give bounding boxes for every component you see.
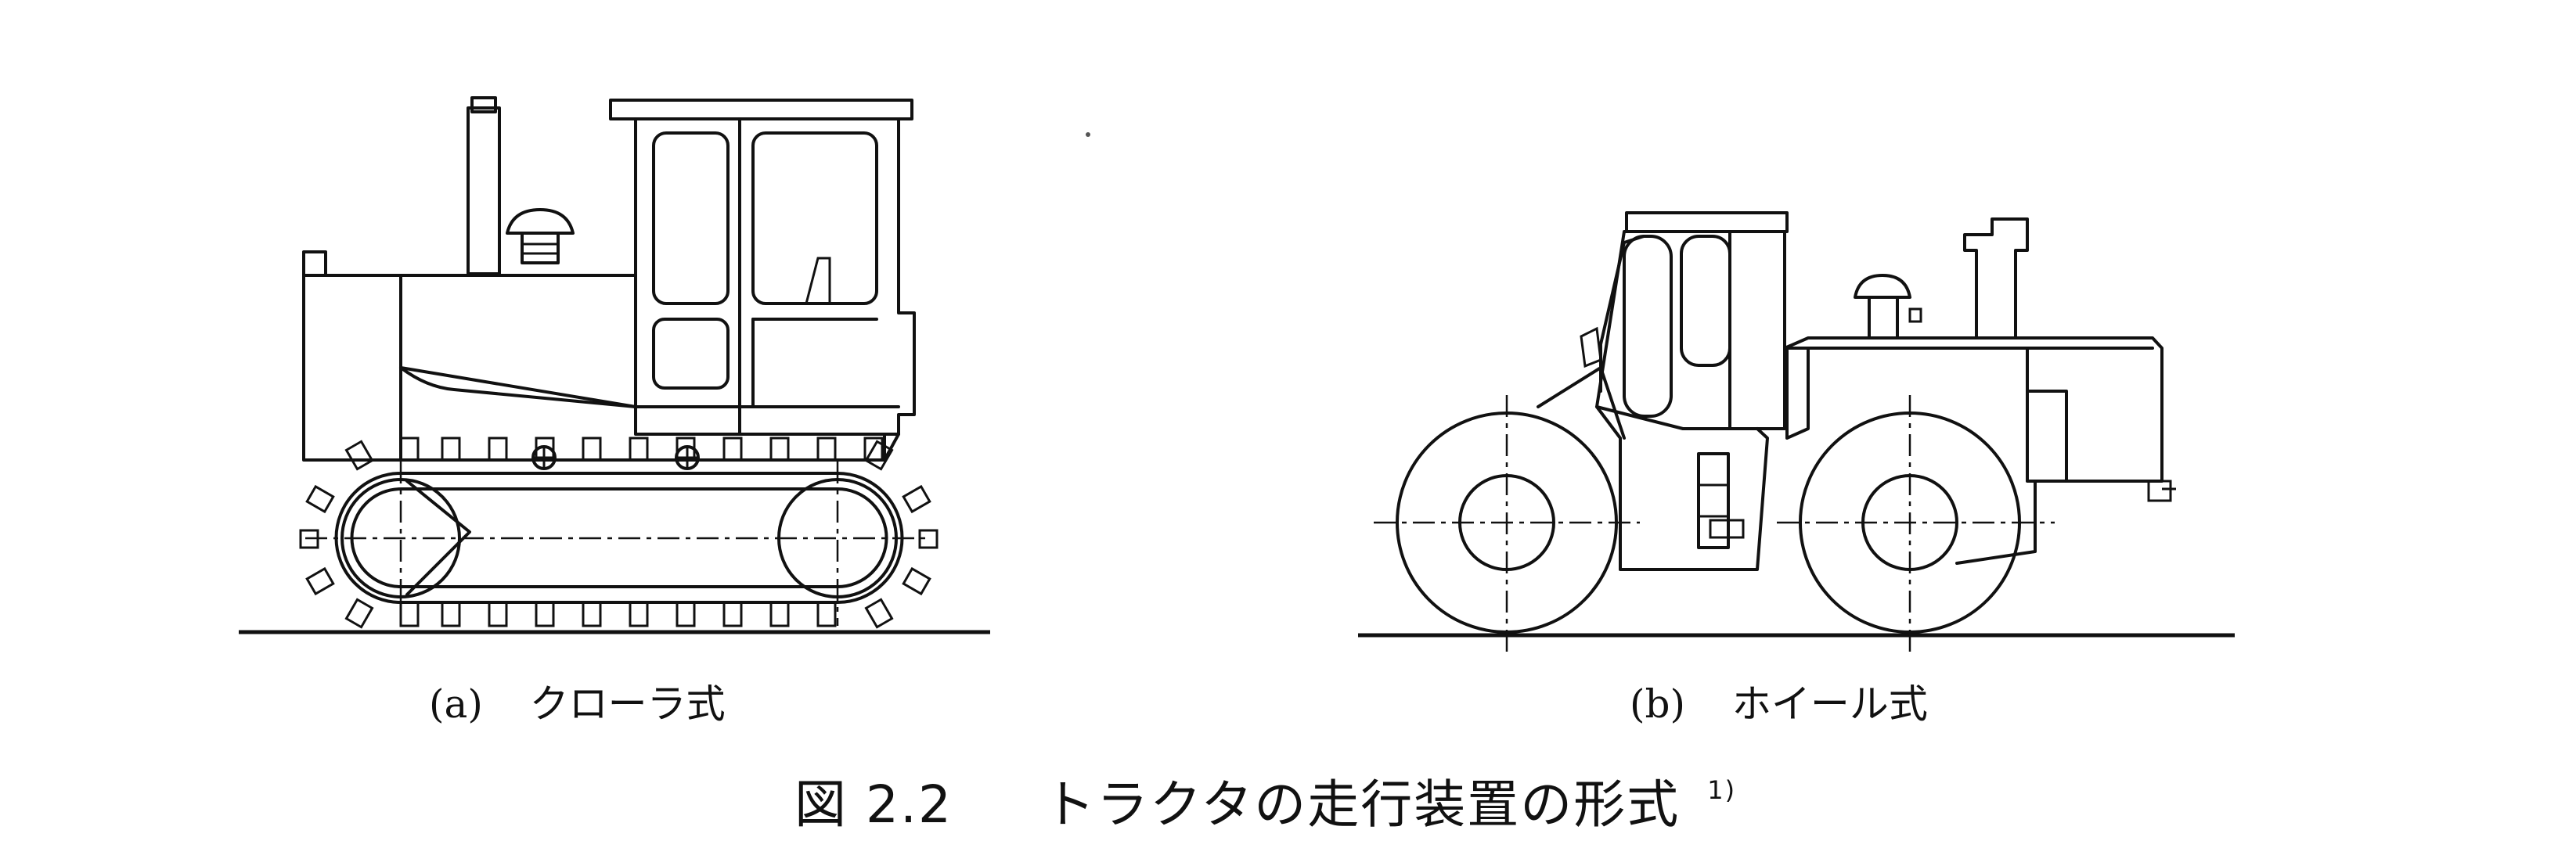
track-grousers: [299, 440, 939, 629]
track-top-lugs: [399, 437, 884, 462]
caption-b-label: (b): [1630, 681, 1686, 727]
crawler-track: [334, 472, 904, 604]
wheel-tractor-drawing: [1358, 211, 2235, 653]
cab-window-rear: [751, 131, 878, 305]
figure-caption: 図 2.2 トラクタの走行装置の形式 1): [794, 763, 1736, 838]
scan-dot: [1086, 132, 1090, 137]
engine-hood-b: [1783, 336, 2163, 483]
air-cleaner-body: [521, 232, 560, 264]
engine-hood: [302, 274, 637, 462]
air-cleaner-cap: [506, 208, 575, 235]
caption-a-label: (a): [429, 681, 483, 727]
cab-side-window: [1680, 235, 1731, 367]
caption-wheel: (b) ホイール式: [1630, 673, 1928, 729]
cab-roof: [1625, 211, 1789, 233]
cab-lower-window: [652, 318, 730, 390]
hitch-block: [1709, 519, 1745, 539]
air-cleaner-b: [1854, 274, 1911, 299]
exhaust-cap: [470, 96, 497, 113]
step-ladder: [1697, 452, 1730, 549]
cab-window-front: [652, 131, 730, 305]
figure-number: 図 2.2: [794, 774, 953, 835]
figure-title: トラクタの走行装置の形式: [1043, 774, 1681, 835]
hood-front-lug: [302, 250, 327, 277]
caption-crawler: (a) クローラ式: [429, 673, 726, 729]
exhaust-stack-b: [1963, 217, 2029, 340]
cab-door-window: [1623, 235, 1673, 418]
exhaust-stack: [467, 106, 501, 275]
crawler-tractor-drawing: [239, 96, 990, 634]
caption-a-name: クローラ式: [529, 681, 726, 727]
figure-reference: 1): [1707, 775, 1737, 805]
caption-b-name: ホイール式: [1731, 681, 1928, 727]
cab-seat: [805, 257, 831, 304]
front-hitch: [2147, 480, 2172, 502]
side-mirror: [1580, 326, 1602, 368]
